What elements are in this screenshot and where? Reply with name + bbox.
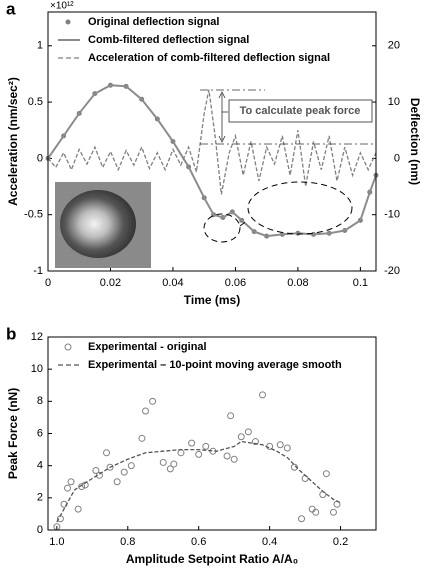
- legend-label: Acceleration of comb-filtered deflection…: [88, 52, 330, 64]
- x-tick-label: 0: [45, 277, 51, 289]
- data-point: [177, 449, 185, 457]
- y-tick-label: 0: [37, 524, 43, 536]
- data-point: [188, 439, 196, 447]
- legend-label: Comb-filtered deflection signal: [88, 34, 249, 46]
- legend-marker: [65, 19, 71, 25]
- legend-label: Original deflection signal: [88, 16, 219, 28]
- y-tick-label: 4: [37, 460, 43, 472]
- data-point: [127, 462, 135, 470]
- y-tick-label: 12: [31, 331, 43, 343]
- data-point: [283, 444, 291, 452]
- x-tick-label: 0.8: [120, 536, 135, 548]
- data-point: [92, 466, 100, 474]
- data-point: [78, 483, 86, 491]
- y-axis-label: Peak Force (nN): [6, 388, 20, 479]
- inset-image: [55, 182, 151, 268]
- x-axis-label: Amplitude Setpoint Ratio A/A₀: [126, 552, 298, 566]
- panel-label: a: [6, 0, 16, 18]
- y2-axis-label: Deflection (nm): [408, 98, 422, 185]
- y2-tick-label: -20: [384, 265, 400, 277]
- y2-tick-label: -10: [384, 209, 400, 221]
- data-point: [149, 397, 157, 405]
- legend-label: Experimental - original: [88, 341, 207, 353]
- data-point: [64, 484, 72, 492]
- data-point: [195, 450, 203, 458]
- data-point: [67, 478, 75, 486]
- data-point: [120, 468, 128, 476]
- data-point: [244, 428, 252, 436]
- exponent-label: ×10¹²: [50, 1, 74, 12]
- data-point: [276, 441, 284, 449]
- data-point: [166, 465, 174, 473]
- y-tick-label: 1: [37, 40, 43, 52]
- data-point: [230, 455, 238, 463]
- data-point: [312, 508, 320, 516]
- y2-tick-label: 10: [388, 96, 400, 108]
- data-point: [298, 515, 306, 523]
- x-tick-label: 0.02: [100, 277, 121, 289]
- data-point: [202, 442, 210, 450]
- x-tick-label: 0.06: [225, 277, 246, 289]
- data-point: [301, 475, 309, 483]
- x-tick-label: 1.0: [49, 536, 64, 548]
- y-tick-label: 2: [37, 492, 43, 504]
- x-tick-label: 0.04: [162, 277, 183, 289]
- y-tick-label: -1: [33, 265, 43, 277]
- y-tick-label: 0.5: [28, 96, 43, 108]
- panel-label: b: [6, 324, 16, 343]
- legend-label: Experimental – 10-point moving average s…: [88, 359, 342, 371]
- y-tick-label: -0.5: [24, 209, 43, 221]
- plot-frame: [47, 11, 377, 272]
- data-point: [103, 449, 111, 457]
- data-point: [329, 508, 337, 516]
- x-tick-label: 0.08: [287, 277, 308, 289]
- series-line: [47, 84, 377, 238]
- legend-marker: [64, 343, 72, 351]
- data-point: [113, 478, 121, 486]
- data-point: [159, 458, 167, 466]
- data-point: [290, 463, 298, 471]
- y-tick-label: 0: [37, 152, 43, 164]
- data-point: [138, 434, 146, 442]
- x-tick-label: 0.2: [333, 536, 348, 548]
- y2-tick-label: 0: [394, 152, 400, 164]
- plot-b: [48, 336, 342, 531]
- x-tick-label: 0.1: [353, 277, 368, 289]
- y-tick-label: 8: [37, 395, 43, 407]
- data-point: [237, 433, 245, 441]
- data-point: [142, 407, 150, 415]
- data-point: [227, 412, 235, 420]
- data-point: [259, 391, 267, 399]
- data-point: [319, 491, 327, 499]
- peak-reference-lines: [200, 89, 375, 145]
- x-tick-label: 0.6: [191, 536, 206, 548]
- y2-tick-label: 20: [388, 40, 400, 52]
- data-point: [308, 505, 316, 513]
- plot-a: [45, 45, 379, 272]
- data-point: [74, 505, 82, 513]
- annotation-box: [228, 99, 373, 123]
- y-axis-label: Acceleration (nm/sec²): [6, 77, 20, 206]
- plot-frame: [47, 336, 377, 531]
- x-tick-label: 0.4: [262, 536, 277, 548]
- data-point: [223, 452, 231, 460]
- data-point: [170, 460, 178, 468]
- annotation: To calculate peak force: [240, 105, 361, 117]
- series-line: [56, 440, 341, 523]
- x-axis-label: Time (ms): [184, 293, 240, 307]
- highlight-ellipses: [203, 181, 353, 243]
- y-tick-label: 6: [37, 427, 43, 439]
- y-tick-label: 10: [31, 363, 43, 375]
- data-point: [322, 470, 330, 478]
- data-point: [251, 438, 259, 446]
- series-line: [47, 89, 377, 195]
- data-point: [106, 463, 114, 471]
